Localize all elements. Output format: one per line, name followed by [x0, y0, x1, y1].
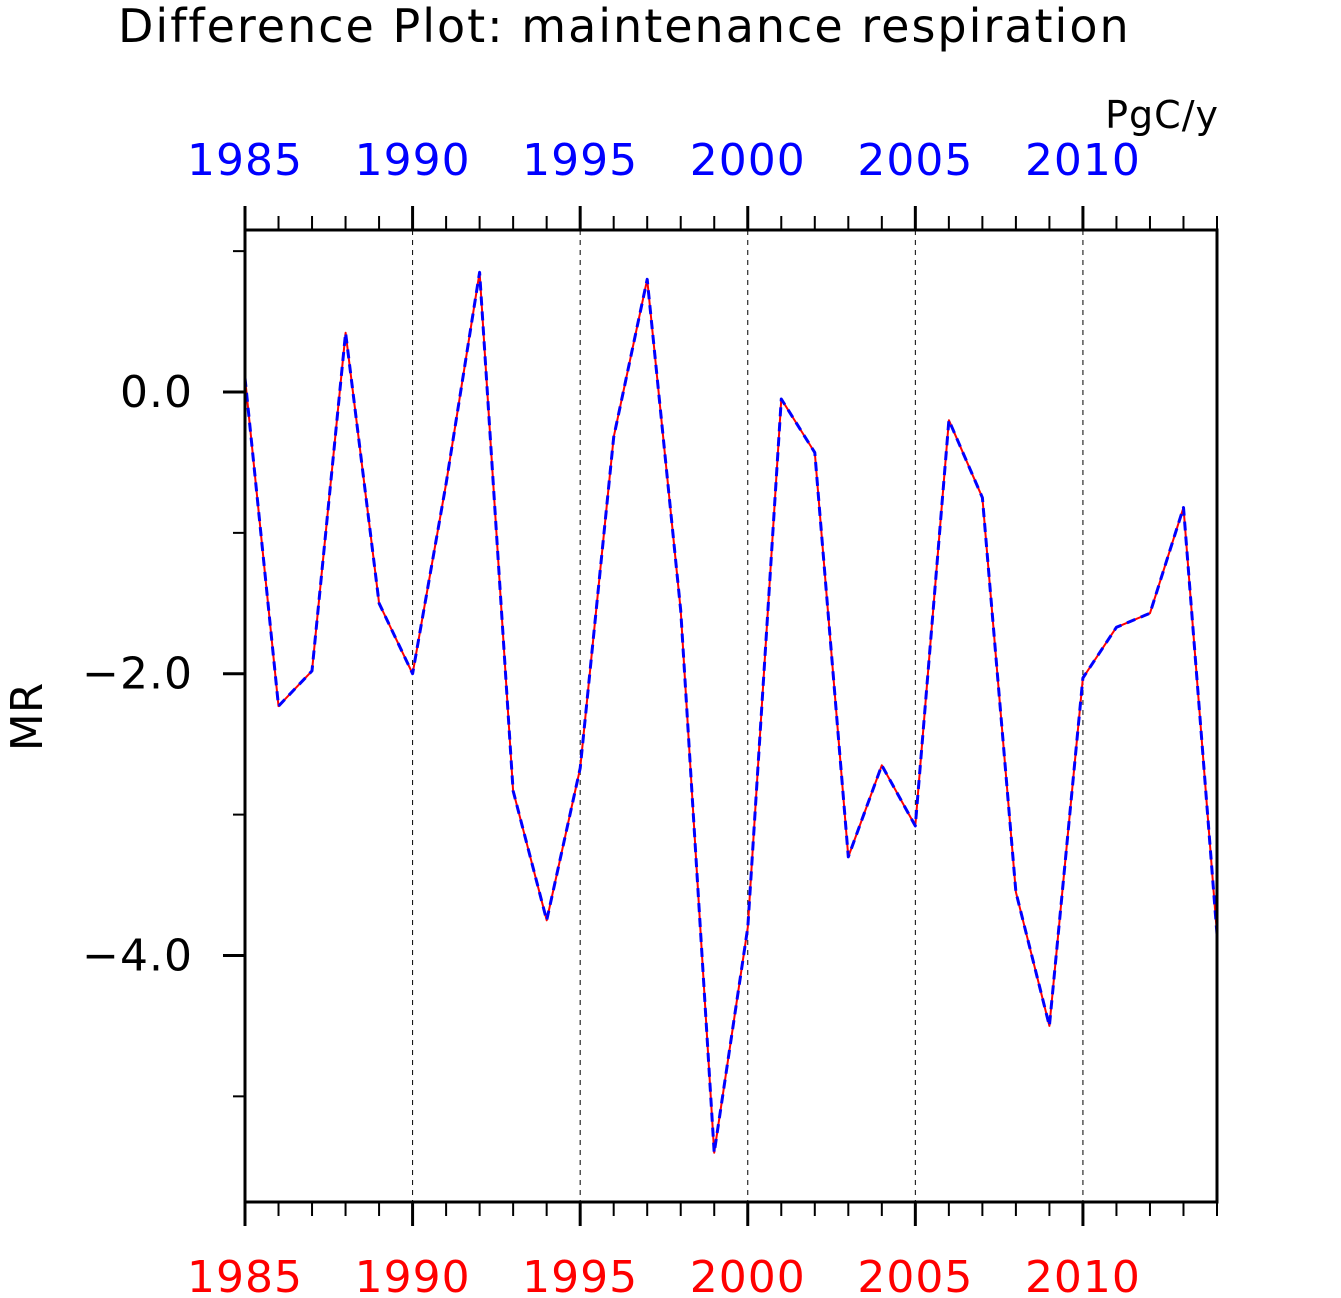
x-tick-label-top: 1995: [522, 135, 638, 186]
chart-title: Difference Plot: maintenance respiration: [118, 0, 1131, 53]
x-tick-label-top: 2005: [857, 135, 973, 186]
units-label: PgC/y: [1105, 93, 1219, 137]
series-line-2: [243, 270, 1219, 1155]
x-tick-label-top: 1985: [187, 135, 303, 186]
y-tick-label: 0.0: [120, 367, 193, 418]
y-tick-label: −2.0: [82, 649, 193, 700]
x-tick-label-bottom: 2000: [690, 1252, 806, 1293]
x-tick-label-top: 1990: [355, 135, 471, 186]
x-tick-label-bottom: 1995: [522, 1252, 638, 1293]
y-axis-label: MR: [2, 683, 53, 752]
axes: [223, 206, 1219, 1226]
x-tick-label-bottom: 1990: [355, 1252, 471, 1293]
y-tick-label: −4.0: [82, 930, 193, 981]
gridlines: [412, 230, 1084, 1202]
x-tick-label-bottom: 1985: [187, 1252, 303, 1293]
x-tick-label-top: 2000: [690, 135, 806, 186]
series-line-1: [244, 271, 1218, 1154]
x-tick-label-bottom: 2005: [857, 1252, 973, 1293]
tick-labels: 1985 1985 1990 1990 1995 1995 2000 2000 2005 2005…: [82, 135, 1141, 1298]
x-tick-label-top: 2010: [1025, 135, 1141, 186]
plot-frame: [243, 228, 1219, 1204]
x-tick-label-bottom: 2010: [1025, 1252, 1141, 1293]
series-lines: [243, 270, 1219, 1155]
